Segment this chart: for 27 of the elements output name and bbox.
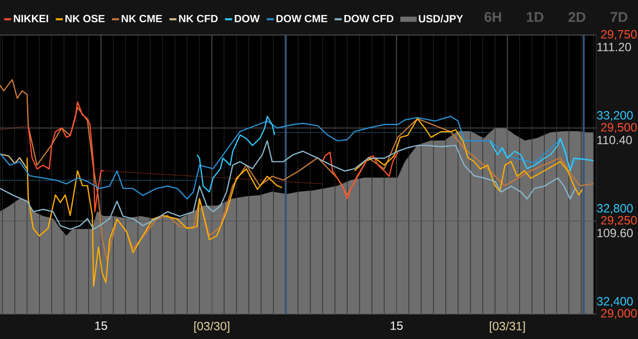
y2-tick-label: 32,800: [596, 204, 633, 214]
legend-label: NK OSE: [65, 14, 105, 22]
y3-tick-label: 109.60: [597, 228, 633, 238]
y2-tick-label: 33,200: [596, 111, 633, 121]
x-tick-label: [03/30]: [194, 322, 230, 333]
y-tick-label: 29,250: [601, 216, 637, 226]
y3-tick-label: 111.20: [597, 42, 631, 52]
legend-label: USD/JPY: [418, 14, 463, 23]
text: 2D: [568, 12, 586, 22]
line-series: [0, 153, 28, 170]
y2-tick-label: 32,400: [596, 297, 633, 307]
x-tick-label: 15: [95, 322, 108, 330]
y-tick-label: 29,000: [601, 309, 637, 319]
y-tick-label: 29,500: [601, 123, 637, 133]
text: 1D: [526, 12, 544, 22]
x-tick-label: [03/31]: [490, 322, 525, 333]
legend-label: DOW: [234, 14, 260, 22]
legend-label: DOW CME: [276, 14, 328, 22]
legend-label: NK CME: [122, 14, 162, 22]
y3-tick-label: 110.40: [597, 136, 632, 144]
legend-label: DOW CFD: [344, 14, 394, 22]
y-tick-label: 29,750: [601, 30, 637, 40]
text: 6H: [484, 12, 502, 22]
legend-label: NIKKEI: [14, 14, 48, 22]
text: 7D: [610, 12, 628, 22]
legend-label: NK CFD: [179, 14, 218, 22]
x-tick-label: 15: [390, 322, 403, 330]
